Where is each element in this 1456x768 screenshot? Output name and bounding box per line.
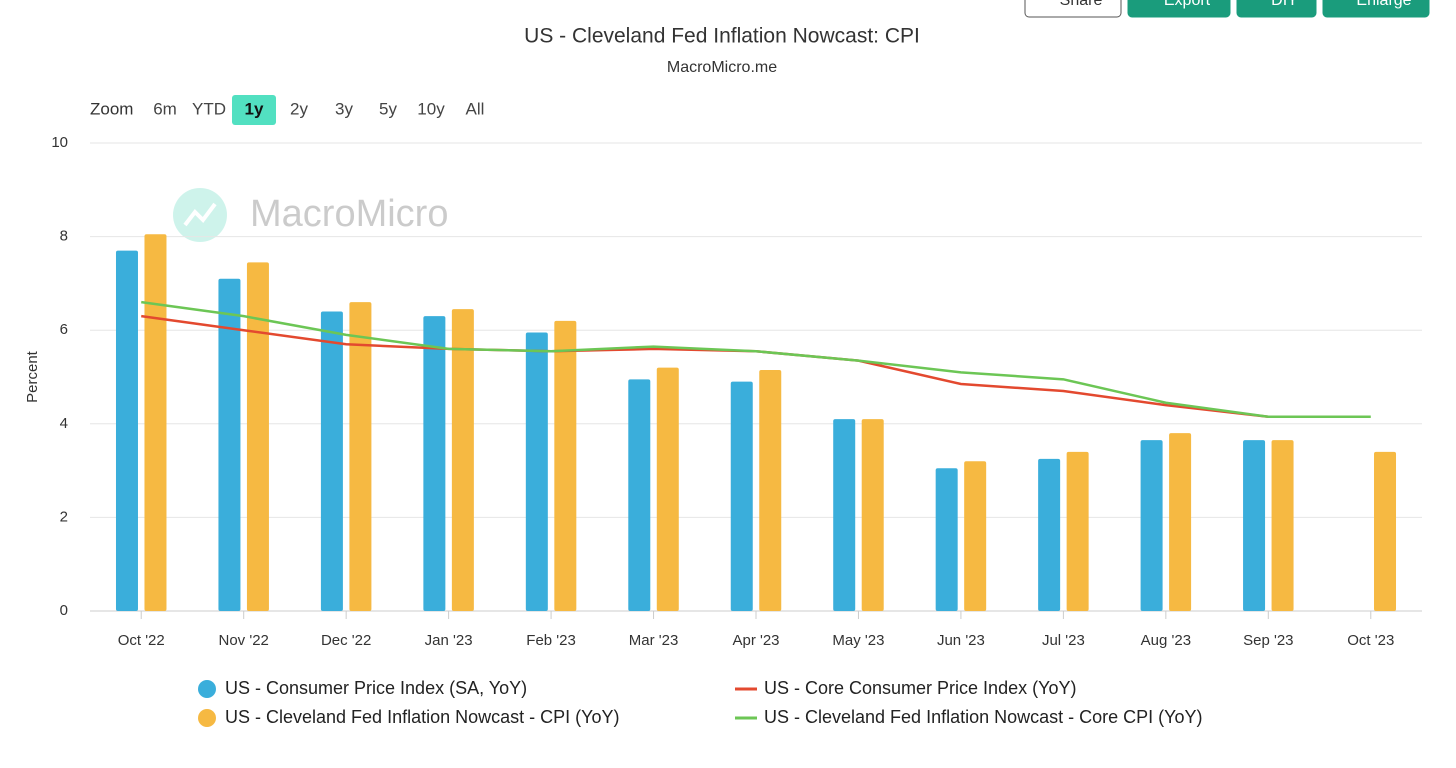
- zoom-option-label: 5y: [379, 99, 397, 118]
- y-tick-label: 8: [60, 228, 68, 245]
- legend-item[interactable]: US - Cleveland Fed Inflation Nowcast - C…: [735, 707, 1203, 727]
- x-tick-label: Apr '23: [732, 632, 779, 649]
- chart-title: US - Cleveland Fed Inflation Nowcast: CP…: [524, 25, 920, 48]
- legend-item[interactable]: US - Cleveland Fed Inflation Nowcast - C…: [198, 707, 620, 727]
- line-series: [141, 300, 1371, 419]
- bar: [730, 381, 753, 611]
- x-tick-label: Oct '23: [1347, 632, 1394, 649]
- toolbar-button[interactable]: Export: [1127, 0, 1231, 18]
- x-tick-label: May '23: [832, 632, 884, 649]
- x-tick-label: Jul '23: [1042, 632, 1085, 649]
- bar: [1038, 458, 1061, 611]
- button-bg: [1322, 0, 1430, 18]
- bar: [423, 316, 446, 611]
- legend-item[interactable]: US - Core Consumer Price Index (YoY): [735, 678, 1076, 698]
- legend-label: US - Cleveland Fed Inflation Nowcast - C…: [764, 707, 1203, 727]
- zoom-option[interactable]: 2y: [290, 99, 308, 118]
- line-series: [141, 314, 1269, 419]
- zoom-option[interactable]: 5y: [379, 99, 397, 118]
- zoom-option-label: 3y: [335, 99, 353, 118]
- bar: [1243, 440, 1266, 611]
- bar: [833, 419, 856, 611]
- toolbar-button[interactable]: Enlarge: [1322, 0, 1430, 18]
- watermark: MacroMicro: [173, 188, 448, 242]
- zoom-option-label: 10y: [417, 99, 445, 118]
- bar: [451, 309, 474, 611]
- zoom-label: Zoom: [90, 99, 133, 118]
- zoom-option-label: 2y: [290, 99, 308, 118]
- zoom-option-label: All: [466, 99, 485, 118]
- chart-subtitle: MacroMicro.me: [667, 59, 777, 76]
- bar: [656, 367, 679, 611]
- button-bg: [1236, 0, 1317, 18]
- bar: [861, 419, 884, 611]
- bar: [554, 320, 577, 611]
- x-tick-label: Sep '23: [1243, 632, 1293, 649]
- button-label: DIY: [1271, 0, 1298, 9]
- zoom-active-bg: [232, 95, 276, 125]
- y-tick-label: 6: [60, 321, 68, 338]
- zoom-option[interactable]: YTD: [192, 99, 226, 118]
- y-tick-label: 0: [60, 602, 68, 619]
- button-bg: [1024, 0, 1122, 18]
- y-tick-label: 4: [60, 415, 68, 432]
- zoom-option[interactable]: 1y: [232, 95, 276, 125]
- bar: [349, 302, 372, 611]
- zoom-option[interactable]: 10y: [417, 99, 445, 118]
- legend-swatch: [198, 680, 216, 698]
- legend-swatch: [198, 709, 216, 727]
- zoom-option[interactable]: 3y: [335, 99, 353, 118]
- button-bg: [1127, 0, 1231, 18]
- bar: [246, 262, 269, 611]
- legend-label: US - Cleveland Fed Inflation Nowcast - C…: [225, 707, 620, 727]
- toolbar-button[interactable]: DIY: [1236, 0, 1317, 18]
- zoom-option-label: 6m: [153, 99, 177, 118]
- legend-label: US - Core Consumer Price Index (YoY): [764, 678, 1076, 698]
- bar: [628, 379, 651, 611]
- x-tick-label: Jan '23: [425, 632, 473, 649]
- bar: [115, 250, 138, 611]
- bar: [1374, 451, 1397, 611]
- x-tick-label: Jun '23: [937, 632, 985, 649]
- x-tick-label: Nov '22: [218, 632, 268, 649]
- button-label: Enlarge: [1356, 0, 1411, 9]
- y-tick-label: 2: [60, 508, 68, 525]
- bar: [1169, 433, 1192, 611]
- zoom-option-label: YTD: [192, 99, 226, 118]
- y-axis-label: Percent: [24, 350, 41, 403]
- bar: [218, 278, 241, 611]
- x-tick-label: Dec '22: [321, 632, 371, 649]
- legend-item[interactable]: US - Consumer Price Index (SA, YoY): [198, 678, 527, 698]
- toolbar-button[interactable]: Share: [1024, 0, 1122, 18]
- bar: [525, 332, 548, 611]
- zoom-option[interactable]: 6m: [153, 99, 177, 118]
- bar: [1140, 440, 1163, 611]
- bar: [320, 311, 343, 611]
- bar: [1271, 440, 1294, 611]
- x-tick-label: Oct '22: [118, 632, 165, 649]
- watermark-text: MacroMicro: [250, 193, 448, 235]
- bar: [144, 234, 167, 611]
- x-tick-label: Mar '23: [629, 632, 679, 649]
- y-tick-label: 10: [51, 134, 68, 151]
- bar: [964, 461, 987, 611]
- x-tick-label: Aug '23: [1141, 632, 1191, 649]
- bar: [935, 468, 958, 611]
- x-tick-label: Feb '23: [526, 632, 576, 649]
- button-label: Export: [1164, 0, 1211, 9]
- zoom-option[interactable]: All: [466, 99, 485, 118]
- bar: [1066, 451, 1089, 611]
- button-label: Share: [1060, 0, 1103, 9]
- legend-label: US - Consumer Price Index (SA, YoY): [225, 678, 527, 698]
- zoom-option-label: 1y: [245, 99, 264, 118]
- bar: [759, 369, 782, 611]
